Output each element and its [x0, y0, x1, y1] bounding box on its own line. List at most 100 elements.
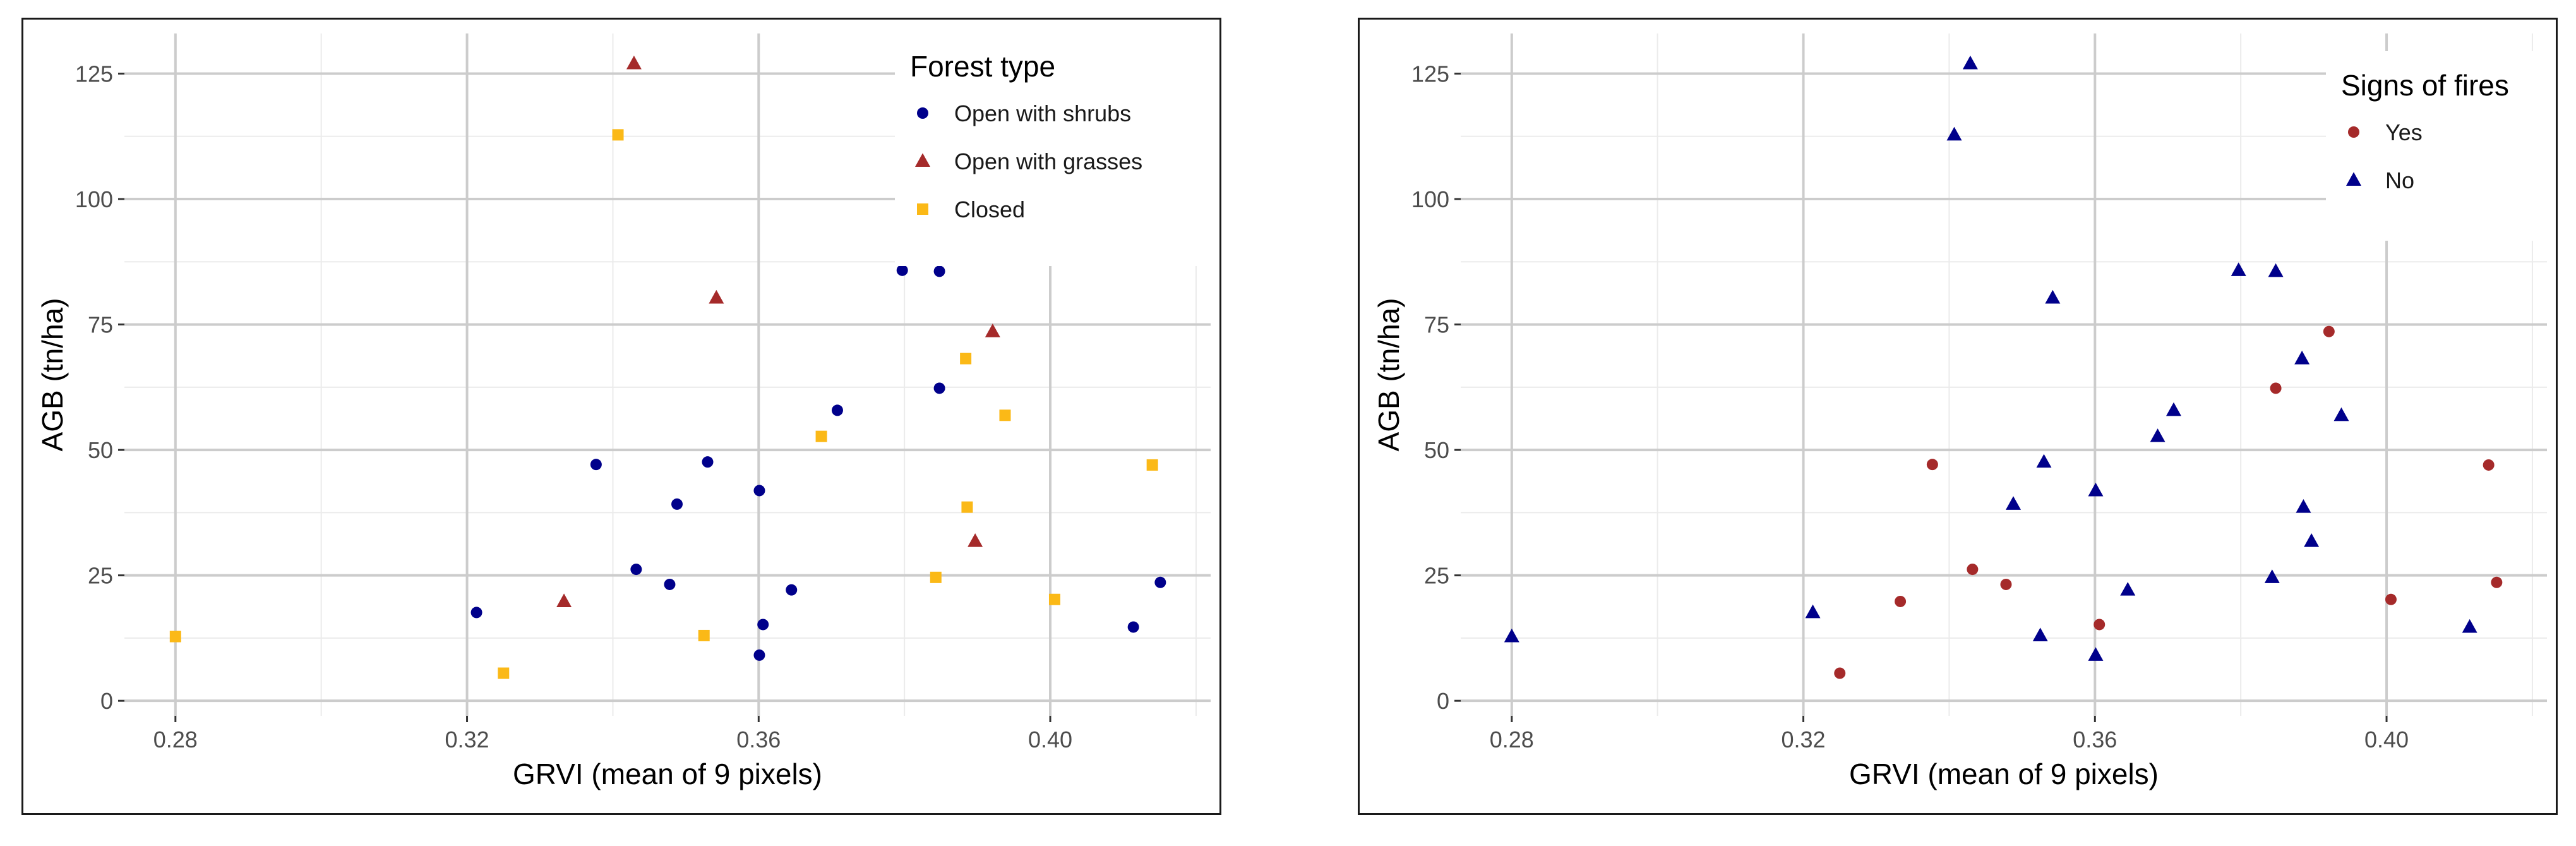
y-tick-label: 100	[1411, 186, 1449, 212]
data-point	[896, 264, 908, 276]
legend-key	[915, 153, 930, 167]
data-point	[2304, 533, 2320, 547]
data-point	[556, 593, 572, 607]
data-point	[2120, 582, 2136, 596]
x-tick-label: 0.36	[2073, 727, 2117, 752]
data-point	[2270, 382, 2282, 394]
y-tick-label: 75	[88, 312, 113, 338]
data-point	[2333, 407, 2349, 421]
data-point	[1926, 459, 1938, 471]
data-point	[933, 382, 945, 394]
y-tick-label: 100	[75, 186, 113, 212]
legend-background	[2326, 51, 2547, 241]
legend-label: Closed	[954, 196, 1025, 222]
y-axis-title: AGB (tn/ha)	[1372, 298, 1405, 452]
data-point	[753, 649, 765, 661]
legend: Signs of fires Yes No	[2326, 51, 2547, 241]
data-point	[933, 265, 945, 277]
data-point	[709, 289, 724, 304]
data-point	[815, 430, 827, 442]
legend-title: Forest type	[910, 50, 1055, 83]
data-point	[930, 571, 942, 583]
data-point	[2294, 350, 2310, 365]
y-tick-label: 0	[100, 688, 113, 714]
data-point	[2385, 593, 2397, 605]
series-open-with-shrubs	[470, 264, 1166, 661]
data-point	[2166, 402, 2181, 416]
data-point	[470, 607, 482, 619]
data-point	[2045, 289, 2061, 304]
data-point	[2268, 263, 2284, 277]
y-tick-label: 25	[88, 563, 113, 589]
data-point	[612, 129, 624, 141]
chart-panel-forest-type: 0.28 0.32 0.36 0.40 0 25 50 75 100 125 GRVI (mean …	[21, 18, 1221, 815]
data-point	[831, 404, 843, 416]
data-point	[757, 619, 769, 631]
legend-background	[895, 32, 1211, 266]
data-point	[753, 485, 765, 497]
y-tick-label: 0	[1437, 688, 1449, 714]
data-point	[2032, 627, 2048, 641]
data-point	[1154, 576, 1166, 588]
data-point	[985, 323, 1000, 337]
x-tick-label: 0.32	[445, 727, 489, 752]
data-point	[2000, 578, 2012, 590]
data-point	[498, 667, 510, 679]
data-point	[2296, 499, 2311, 513]
legend-label: Open with shrubs	[954, 100, 1131, 126]
data-point	[999, 409, 1011, 421]
legend-key	[2348, 126, 2359, 138]
legend: Forest type Open with shrubs Open with gra…	[895, 32, 1211, 266]
data-point	[1504, 628, 1519, 643]
data-point	[2088, 647, 2104, 661]
scatter-plot-forest-type: 0.28 0.32 0.36 0.40 0 25 50 75 100 125 GRVI (mean …	[36, 32, 1211, 790]
y-tick-label: 125	[75, 61, 113, 87]
data-point	[590, 459, 602, 471]
data-point	[1805, 604, 1821, 619]
data-point	[2036, 454, 2052, 468]
data-point	[2150, 428, 2166, 442]
y-tick-label: 50	[88, 437, 113, 463]
data-point	[1127, 621, 1139, 633]
y-tick-label: 75	[1424, 312, 1449, 338]
data-point	[626, 56, 642, 69]
legend-label: Yes	[2385, 119, 2423, 145]
y-tick-label: 125	[1411, 61, 1449, 87]
data-point	[169, 631, 181, 643]
data-point	[2483, 459, 2495, 471]
x-tick-label: 0.40	[2364, 727, 2409, 752]
series-yes	[1834, 325, 2503, 679]
legend-key	[2346, 172, 2361, 186]
x-tick-label: 0.28	[1490, 727, 1534, 752]
x-axis-title: GRVI (mean of 9 pixels)	[513, 758, 822, 790]
y-tick-label: 50	[1424, 437, 1449, 463]
data-point	[961, 501, 973, 513]
data-point	[630, 564, 642, 576]
x-tick-label: 0.32	[1782, 727, 1826, 752]
data-point	[1895, 595, 1907, 607]
data-point	[2094, 619, 2106, 631]
x-tick-label: 0.28	[153, 727, 198, 752]
data-point	[2264, 569, 2280, 583]
data-point	[1946, 126, 1962, 141]
legend-label: Open with grasses	[954, 148, 1142, 174]
data-point	[1834, 667, 1846, 679]
series-open-with-grasses	[556, 56, 1000, 607]
y-tick-label: 25	[1424, 563, 1449, 589]
x-tick-label: 0.40	[1028, 727, 1072, 752]
data-point	[1048, 593, 1060, 605]
data-point	[786, 584, 798, 596]
chart-panel-signs-of-fires: 0.28 0.32 0.36 0.40 0 25 50 75 100 125 GRVI (mean …	[1358, 18, 2558, 815]
data-point	[2323, 325, 2335, 337]
legend-label: No	[2385, 167, 2414, 193]
x-tick-label: 0.36	[736, 727, 781, 752]
data-point	[664, 578, 676, 590]
data-point	[2231, 262, 2246, 276]
legend-key	[917, 203, 928, 215]
y-axis-title: AGB (tn/ha)	[36, 298, 69, 452]
data-point	[2462, 619, 2477, 633]
data-point	[967, 533, 983, 547]
data-point	[702, 456, 714, 468]
data-point	[960, 353, 972, 365]
data-point	[2088, 482, 2104, 497]
